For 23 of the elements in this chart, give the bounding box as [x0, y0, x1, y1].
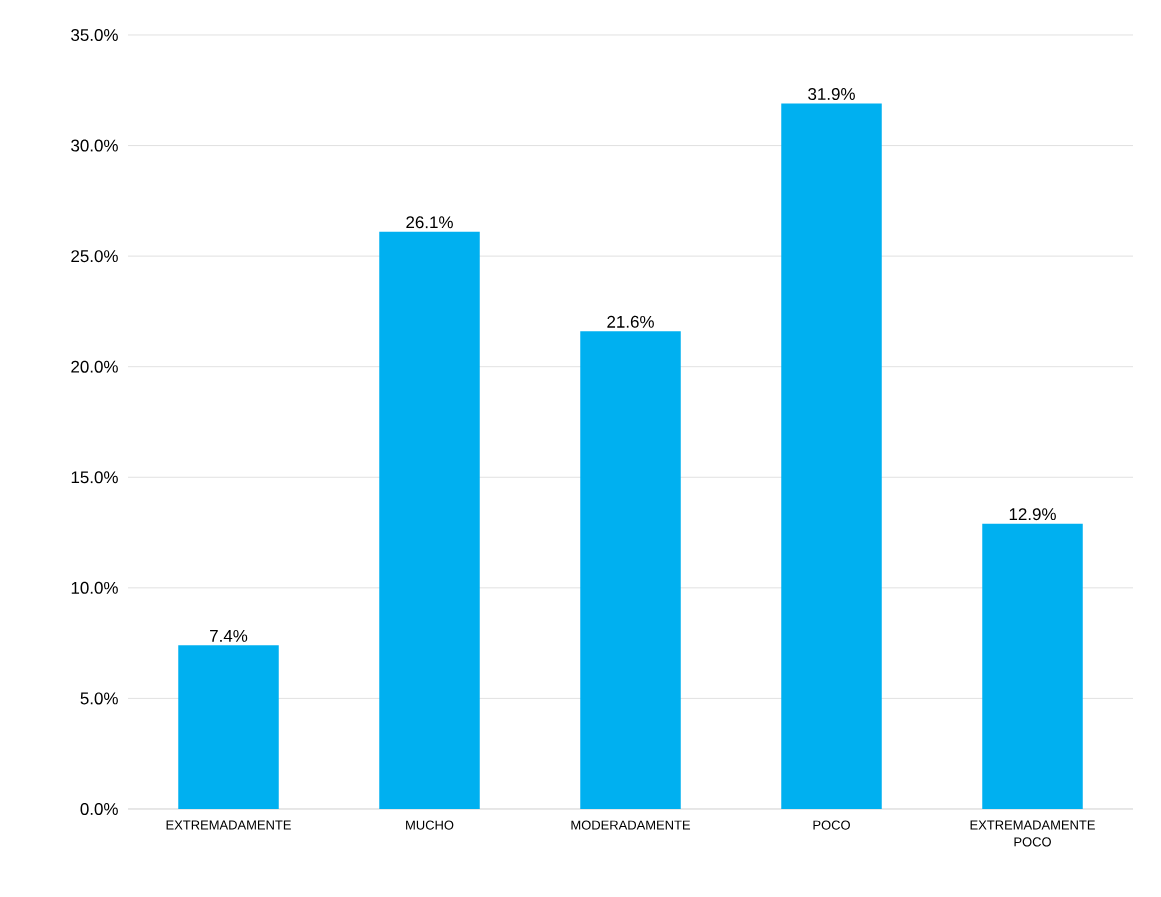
x-tick-label: EXTREMADAMENTE POCO: [970, 820, 1095, 847]
x-tick-label: MODERADAMENTE: [571, 820, 691, 830]
x-tick-label: POCO: [813, 820, 850, 830]
bar: [982, 523, 1083, 809]
y-tick-label: 5.0%: [80, 692, 118, 705]
y-tick-label: 35.0%: [71, 28, 118, 41]
y-tick-label: 20.0%: [71, 360, 118, 373]
y-tick-label: 30.0%: [71, 139, 118, 152]
data-label: 21.6%: [607, 315, 654, 328]
bar: [379, 231, 480, 809]
y-tick-label: 10.0%: [71, 581, 118, 594]
bar: [178, 645, 279, 809]
y-tick-label: 0.0%: [80, 802, 118, 815]
data-label: 26.1%: [406, 216, 453, 229]
y-tick-label: 25.0%: [71, 250, 118, 263]
data-label: 31.9%: [808, 88, 855, 101]
bar: [781, 103, 882, 809]
x-tick-label: MUCHO: [406, 820, 454, 830]
y-tick-label: 15.0%: [71, 471, 118, 484]
x-tick-label: EXTREMADAMENTE: [166, 820, 291, 830]
data-label: 7.4%: [210, 629, 248, 642]
bar: [580, 331, 681, 809]
data-label: 12.9%: [1009, 508, 1056, 521]
